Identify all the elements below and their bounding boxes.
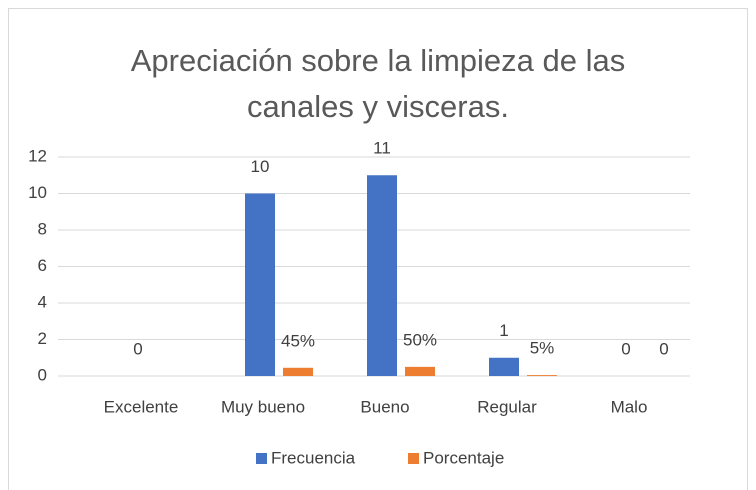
data-label: 0 <box>133 339 142 358</box>
data-label: 11 <box>373 139 391 158</box>
legend-label: Porcentaje <box>423 448 504 467</box>
legend-swatch <box>408 453 419 464</box>
data-label: 0 <box>659 339 668 358</box>
y-tick-label: 12 <box>28 146 47 165</box>
data-label: 10 <box>251 157 270 176</box>
bar <box>283 367 313 376</box>
data-label: 1 <box>499 321 508 340</box>
y-tick-label: 6 <box>38 256 47 275</box>
data-label: 45% <box>281 331 315 350</box>
x-tick-label: Regular <box>477 397 537 416</box>
data-label: 5% <box>530 339 555 358</box>
x-tick-label: Malo <box>611 397 648 416</box>
bar <box>489 357 519 376</box>
y-tick-label: 2 <box>38 329 47 348</box>
bar <box>405 366 435 376</box>
bar <box>367 175 397 376</box>
data-label: 50% <box>403 330 437 349</box>
x-tick-label: Excelente <box>104 397 179 416</box>
x-tick-label: Bueno <box>360 397 409 416</box>
y-tick-label: 4 <box>38 292 47 311</box>
y-tick-label: 10 <box>28 183 47 202</box>
legend-swatch <box>256 453 267 464</box>
y-tick-label: 8 <box>38 219 47 238</box>
bar <box>527 375 557 376</box>
bar <box>245 193 275 376</box>
chart-title: Apreciación sobre la limpieza de las can… <box>130 43 626 124</box>
x-tick-label: Muy bueno <box>221 397 305 416</box>
legend-label: Frecuencia <box>271 448 356 467</box>
data-label: 0 <box>621 339 630 358</box>
y-tick-label: 0 <box>38 365 47 384</box>
chart-frame <box>8 8 748 490</box>
